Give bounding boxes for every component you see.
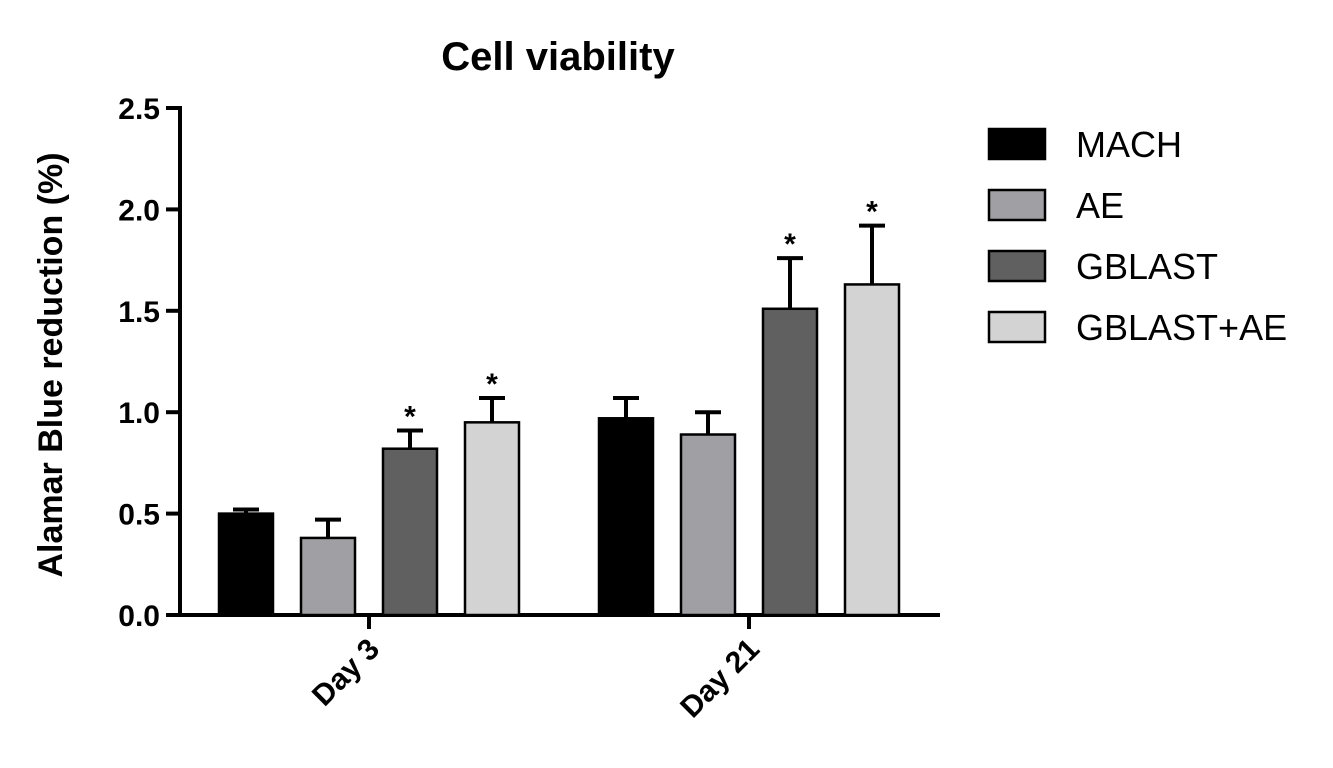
- y-axis-label: Alamar Blue reduction (%): [32, 152, 70, 577]
- significance-marker: *: [404, 400, 416, 433]
- legend-label: GBLAST: [1076, 246, 1218, 287]
- bar: [597, 417, 655, 617]
- significance-marker: *: [486, 368, 498, 401]
- legend-swatch: [987, 249, 1047, 283]
- bar: [679, 433, 737, 617]
- y-tick-label: 1.0: [118, 397, 160, 430]
- significance-marker: *: [866, 196, 878, 229]
- legend: MACH AE GBLAST GBLAST+AE: [987, 124, 1287, 348]
- y-tick-label: 2.0: [118, 194, 160, 227]
- bar: [381, 447, 439, 617]
- y-tick-label: 2.5: [118, 93, 160, 126]
- bar: [299, 536, 357, 617]
- bar: [843, 283, 901, 617]
- bars: * * * *: [217, 196, 901, 617]
- legend-swatch: [987, 127, 1047, 161]
- y-tick-label: 0.0: [118, 600, 160, 633]
- bar: [463, 421, 521, 617]
- chart-title: Cell viability: [441, 35, 675, 79]
- significance-marker: *: [784, 228, 796, 261]
- legend-label: MACH: [1076, 124, 1182, 165]
- x-tick-label: Day 3: [306, 633, 386, 713]
- y-tick-label: 0.5: [118, 499, 160, 532]
- legend-label: AE: [1076, 185, 1124, 226]
- x-tick-label: Day 21: [674, 633, 766, 725]
- bar: [217, 512, 275, 617]
- y-tick-label: 1.5: [118, 296, 160, 329]
- legend-label: GBLAST+AE: [1076, 307, 1287, 348]
- legend-swatch: [987, 188, 1047, 222]
- legend-swatch: [987, 310, 1047, 344]
- bar: [761, 307, 819, 617]
